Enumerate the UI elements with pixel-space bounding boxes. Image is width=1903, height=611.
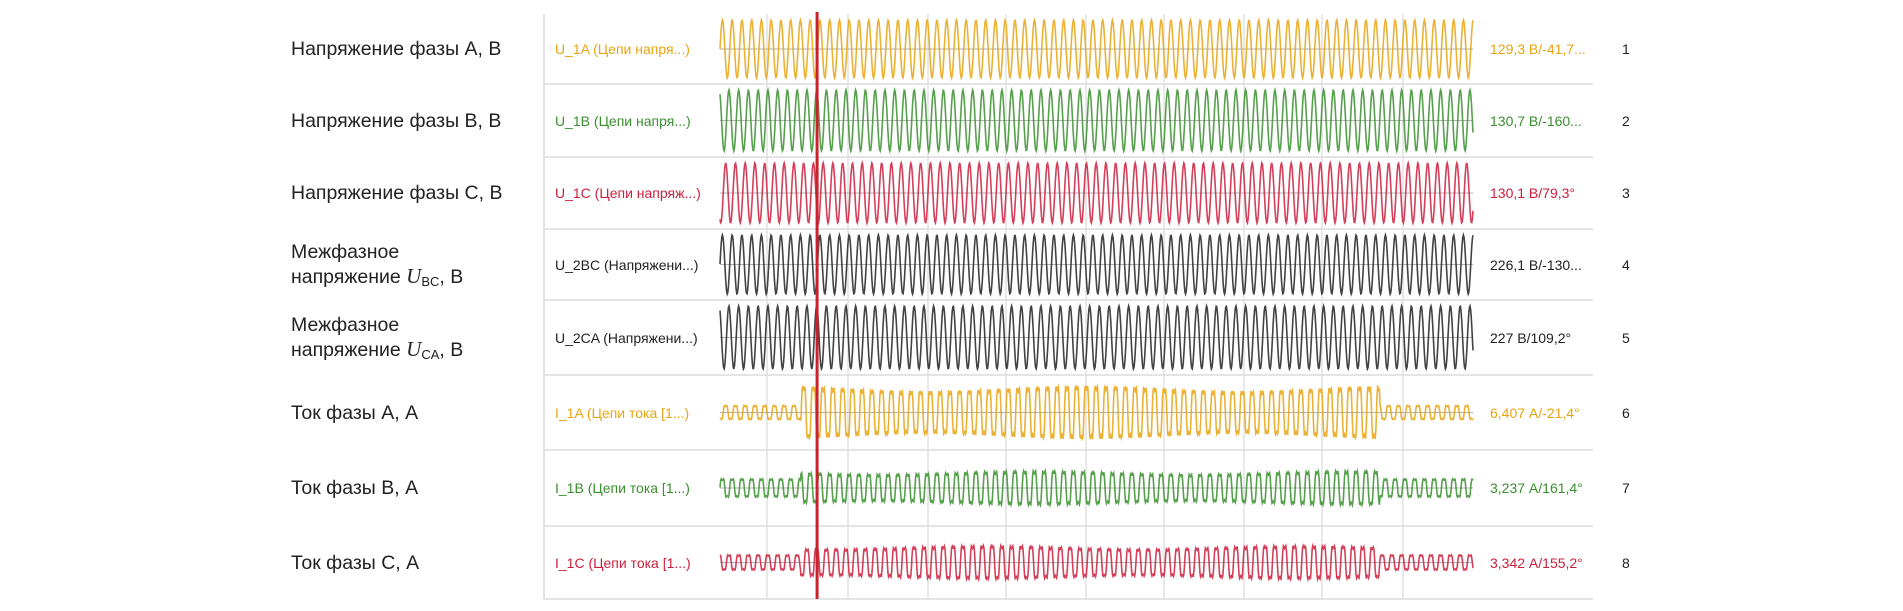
channel-value: 129,3 В/-41,7...: [1490, 41, 1586, 57]
channel-value: 3,237 А/161,4°: [1490, 480, 1583, 496]
channel-name[interactable]: I_1C (Цепи тока [1...): [555, 554, 691, 571]
channel-number: 5: [1622, 329, 1630, 346]
channel-title: Межфазное напряжение UBC, В: [291, 240, 464, 289]
waveform-7: [719, 467, 1474, 509]
channel-name[interactable]: U_2BC (Напряжени...): [555, 256, 699, 273]
channel-number: 6: [1622, 404, 1630, 421]
channel-name[interactable]: U_1C (Цепи напряж...): [555, 185, 701, 201]
channel-number: 3: [1622, 185, 1630, 201]
channel-number: 4: [1622, 256, 1630, 273]
channel-name[interactable]: I_1A (Цепи тока [1...): [555, 404, 690, 421]
channel-value: 130,7 В/-160...: [1490, 112, 1582, 129]
channel-name[interactable]: I_1B (Цепи тока [1...): [555, 480, 690, 496]
channel-title: Напряжение фазы B, В: [291, 109, 502, 132]
waveform-3: [719, 159, 1474, 227]
channel-title: Ток фазы C, А: [291, 551, 420, 574]
channel-number: 7: [1622, 480, 1630, 496]
channel-number: 2: [1622, 112, 1630, 129]
channel-value: 227 В/109,2°: [1490, 329, 1572, 346]
waveform-2: [719, 86, 1474, 155]
channel-value: 3,342 А/155,2°: [1490, 554, 1583, 571]
channel-value: 6,407 А/-21,4°: [1490, 404, 1580, 421]
waveform-8: [719, 542, 1474, 583]
channel-name[interactable]: U_2CA (Напряжени...): [555, 329, 698, 346]
channel-value: 226,1 В/-130...: [1490, 256, 1582, 273]
waveform-1: [719, 17, 1474, 81]
waveform-5: [719, 302, 1474, 372]
channel-name[interactable]: U_1B (Цепи напря...): [555, 112, 691, 129]
channel-title: Ток фазы A, А: [291, 401, 419, 424]
channel-title: Напряжение фазы C, В: [291, 182, 503, 204]
channel-number: 8: [1622, 554, 1630, 571]
channel-title: Ток фазы B, А: [291, 477, 419, 499]
channel-name[interactable]: U_1A (Цепи напря...): [555, 41, 690, 57]
channel-title: Межфазное напряжение UCA, В: [291, 313, 464, 362]
waveform-6: [719, 383, 1474, 442]
channel-title: Напряжение фазы A, В: [291, 38, 502, 60]
channel-number: 1: [1622, 41, 1630, 57]
waveform-4: [719, 231, 1474, 297]
waveforms: [719, 17, 1474, 583]
channel-value: 130,1 В/79,3°: [1490, 185, 1575, 201]
